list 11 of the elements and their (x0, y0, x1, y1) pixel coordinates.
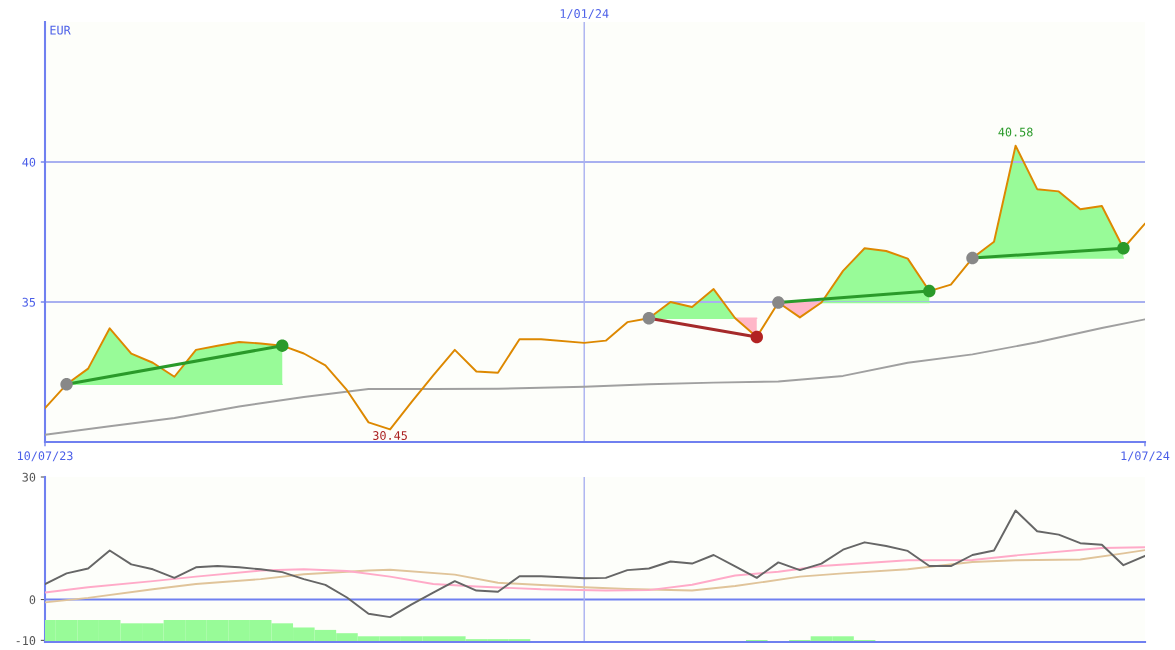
y-tick-label: -10 (16, 636, 36, 646)
y-tick-label: 0 (29, 595, 36, 605)
x-tick-label: 10/07/23 (17, 451, 73, 462)
x-tick-label: 1/07/24 (1121, 451, 1170, 462)
y-axis-title: EUR (50, 25, 71, 35)
annotation: 40.58 (998, 127, 1033, 137)
y-tick-label: 30 (22, 472, 36, 482)
ref-line-label: 1/01/24 (560, 9, 609, 19)
y-tick-label: 40 (22, 157, 36, 167)
annotation: 30.45 (373, 431, 407, 440)
y-tick-label: 35 (22, 297, 36, 307)
